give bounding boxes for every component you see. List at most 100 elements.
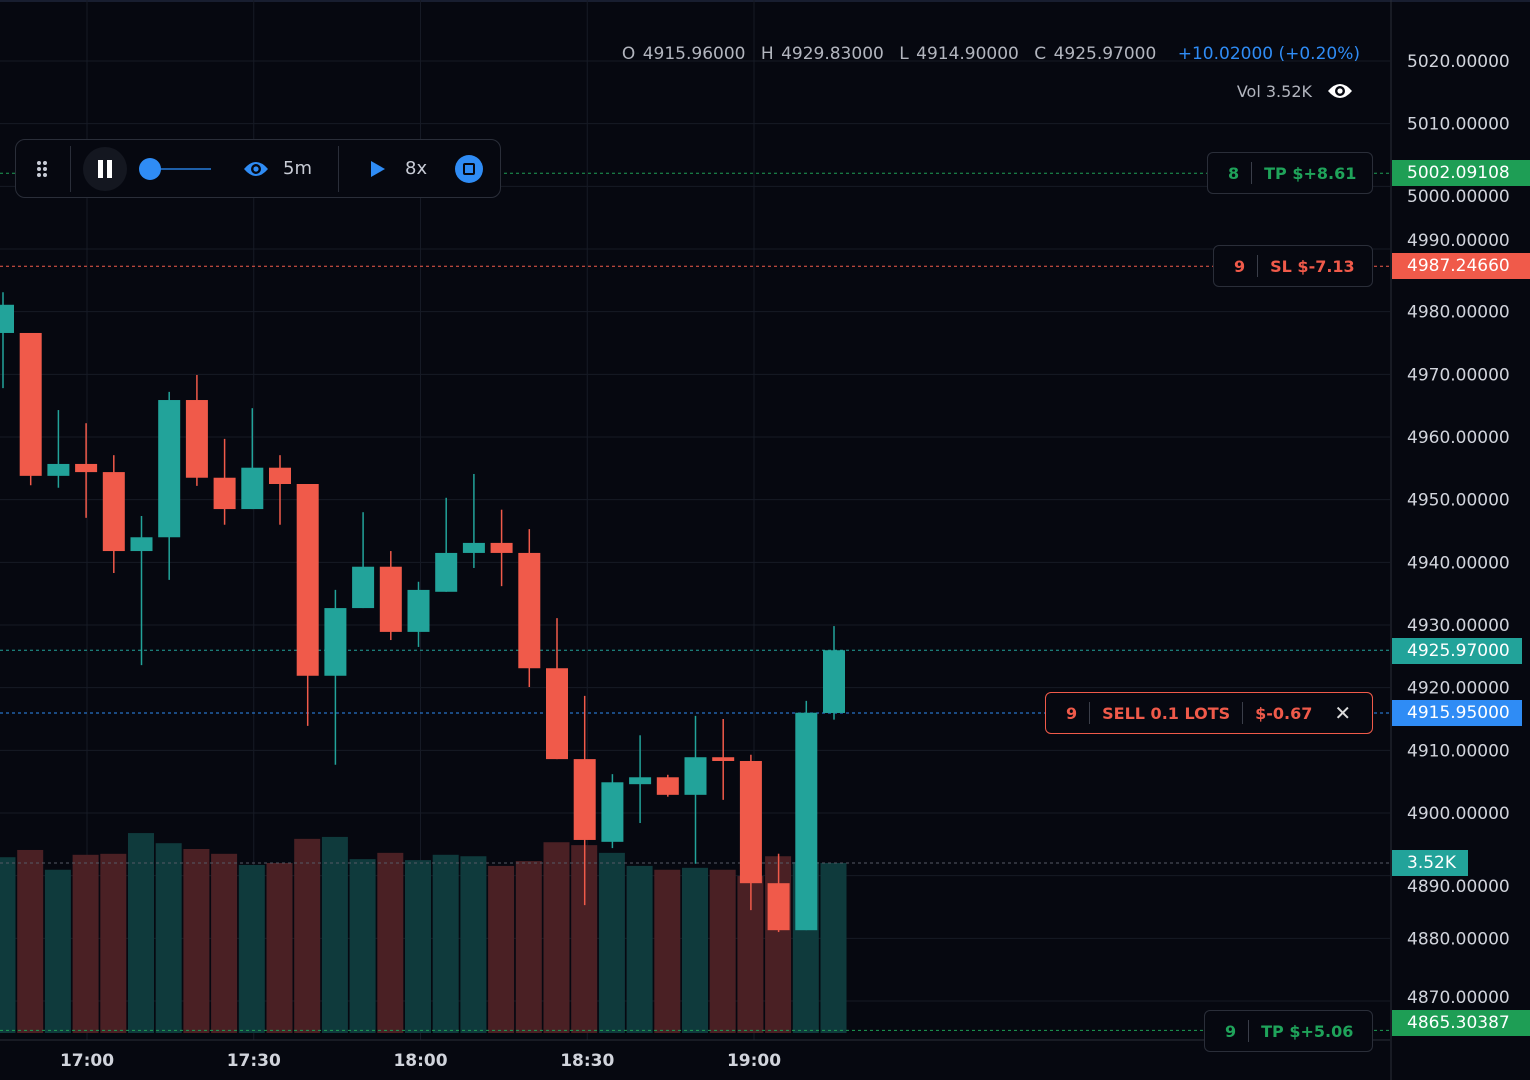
volume-bar xyxy=(72,854,99,1033)
candle-body xyxy=(739,760,762,884)
close-position-button[interactable]: ✕ xyxy=(1334,701,1352,725)
candle-body xyxy=(0,304,14,333)
candle xyxy=(296,484,319,726)
time-tick-label: 19:00 xyxy=(727,1051,781,1071)
eye-icon[interactable] xyxy=(241,159,271,179)
slider-knob[interactable] xyxy=(139,157,161,180)
candle xyxy=(518,529,541,688)
volume-legend: Vol 3.52K xyxy=(1237,81,1354,101)
eye-icon[interactable] xyxy=(1326,81,1354,101)
candle xyxy=(269,455,291,525)
candle-body xyxy=(573,759,596,840)
candle xyxy=(407,581,430,647)
grip-icon[interactable] xyxy=(16,157,70,181)
candle xyxy=(0,292,14,389)
volume-bar xyxy=(266,863,293,1033)
candle xyxy=(324,589,347,765)
candle-body xyxy=(795,712,818,931)
candle xyxy=(130,515,153,666)
speed-button[interactable]: 8x xyxy=(405,158,428,179)
candle xyxy=(767,853,790,933)
interval-button[interactable]: 5m xyxy=(283,158,312,179)
candle xyxy=(684,715,707,864)
position-price-label: 4915.95000 xyxy=(1392,700,1522,726)
tp-label: TP $+8.61 xyxy=(1264,163,1357,183)
time-tick-label: 18:00 xyxy=(393,1051,447,1071)
candle-body xyxy=(241,467,264,510)
tp-price-label: 4865.30387 xyxy=(1392,1010,1530,1036)
price-tick-label: 4960.00000 xyxy=(1407,428,1510,448)
candle xyxy=(462,473,485,568)
volume-bar xyxy=(820,863,847,1033)
candle xyxy=(213,438,236,525)
candle xyxy=(490,509,513,587)
pause-button[interactable] xyxy=(83,146,127,191)
candle-body xyxy=(629,777,652,785)
sl-price-label: 4987.24660 xyxy=(1392,253,1530,279)
tp-price-label: 5002.09108 xyxy=(1392,160,1530,186)
volume-bar xyxy=(294,838,321,1033)
price-tick-label: 4920.00000 xyxy=(1407,679,1510,699)
candle-body xyxy=(656,777,679,795)
candle-body xyxy=(767,883,790,931)
order-id: 9 xyxy=(1225,1021,1237,1041)
candle-body xyxy=(823,650,845,713)
price-tick-label: 4930.00000 xyxy=(1407,616,1510,636)
candle-body xyxy=(546,668,568,760)
candle xyxy=(435,497,458,592)
candle-body xyxy=(158,400,181,538)
volume-bar xyxy=(682,867,708,1033)
low-value: 4914.90000 xyxy=(916,44,1019,64)
volume-label: Vol xyxy=(1236,81,1261,101)
candle xyxy=(47,410,70,488)
take-profit-order-tag[interactable]: 8 TP $+8.61 xyxy=(1207,152,1373,194)
close-label: C xyxy=(1034,44,1047,64)
volume-bar xyxy=(626,865,653,1033)
candle xyxy=(712,719,735,800)
position-label: SELL 0.1 LOTS xyxy=(1102,703,1231,723)
candle xyxy=(185,374,208,486)
candle xyxy=(158,391,181,580)
candle-body xyxy=(185,400,208,478)
volume-bar xyxy=(128,833,154,1033)
take-profit-order-tag[interactable]: 9 TP $+5.06 xyxy=(1204,1010,1373,1052)
candle xyxy=(739,754,762,911)
open-label: O xyxy=(621,44,636,64)
candle-body xyxy=(352,566,375,609)
volume-bar xyxy=(100,853,127,1033)
order-id: 9 xyxy=(1066,703,1078,723)
candle-body xyxy=(296,484,319,676)
volume-bar xyxy=(155,843,182,1033)
price-tick-label: 4890.00000 xyxy=(1407,877,1510,897)
close-value: 4925.97000 xyxy=(1053,44,1157,64)
candle-body xyxy=(712,757,735,761)
high-value: 4929.83000 xyxy=(781,44,884,64)
candle-body xyxy=(601,782,624,842)
candle xyxy=(573,695,596,906)
price-tick-label: 4910.00000 xyxy=(1407,741,1510,761)
replay-toolbar: 5m 8x xyxy=(15,139,501,198)
candle xyxy=(629,735,652,824)
price-tick-label: 4980.00000 xyxy=(1407,303,1510,323)
volume-bar xyxy=(515,861,542,1033)
stop-icon[interactable] xyxy=(455,154,484,183)
position-tag[interactable]: 9 SELL 0.1 LOTS $-0.67 ✕ xyxy=(1045,692,1373,734)
play-icon[interactable] xyxy=(369,159,387,179)
price-tick-label: 5020.00000 xyxy=(1407,52,1510,72)
divider xyxy=(338,145,339,192)
price-tick-label: 5000.00000 xyxy=(1407,187,1510,207)
price-tick-label: 4900.00000 xyxy=(1407,804,1510,824)
volume-bar xyxy=(654,869,681,1033)
order-id: 9 xyxy=(1234,256,1246,276)
position-pnl: $-0.67 xyxy=(1255,703,1313,723)
volume-bar xyxy=(432,854,459,1033)
low-label: L xyxy=(899,44,909,64)
stop-loss-order-tag[interactable]: 9 SL $-7.13 xyxy=(1213,245,1373,287)
price-tick-label: 5010.00000 xyxy=(1407,115,1510,135)
candle-body xyxy=(75,463,98,473)
replay-progress-slider[interactable] xyxy=(139,157,211,181)
volume-bar xyxy=(488,865,515,1033)
candle xyxy=(546,618,568,760)
time-tick-label: 18:30 xyxy=(560,1051,614,1071)
